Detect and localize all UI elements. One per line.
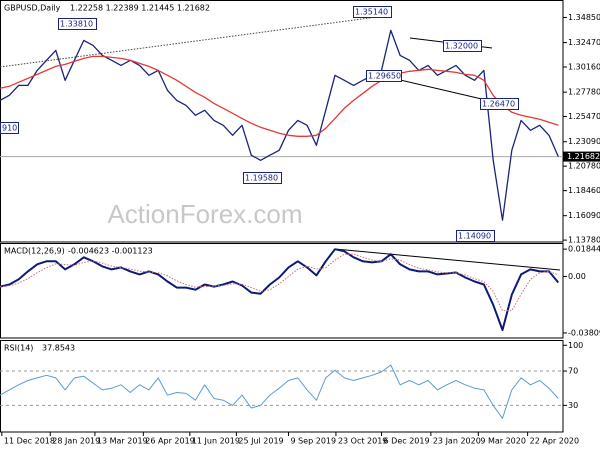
price-panel	[0, 0, 564, 243]
annotation: 1.33810	[60, 20, 93, 29]
x-tick-label: 6 Dec 2019	[384, 437, 430, 446]
annotation: 1.19580	[245, 174, 278, 183]
y-tick-label: 1.23090	[568, 137, 600, 146]
y-tick-label: 0.018442	[568, 245, 600, 254]
annotation: 1.35140	[355, 8, 388, 17]
x-tick-label: 9 Sep 2019	[290, 437, 336, 446]
x-tick-label: 23 Oct 2019	[338, 437, 387, 446]
x-tick-label: 25 Jul 2019	[238, 437, 283, 446]
annotation: 910	[2, 124, 17, 133]
annotation-box	[443, 40, 482, 52]
annotation-box	[366, 70, 402, 82]
x-tick-label: 11 Dec 2018	[4, 437, 55, 446]
y-tick-label: 1.16090	[568, 211, 600, 220]
panel-headers: GBPUSD,Daily 1.22258 1.22389 1.21445 1.2…	[4, 4, 210, 353]
last-price-box	[563, 151, 600, 162]
y-tick-label: 1.32470	[568, 38, 600, 47]
macd-title: MACD(12,26,9)	[4, 247, 65, 256]
rsi-value: 37.8543	[42, 344, 75, 353]
x-tick-label: 26 Apr 2019	[145, 437, 194, 446]
price-title: GBPUSD,Daily	[4, 4, 61, 13]
annotation-box	[0, 122, 19, 134]
rsi-title: RSI(14)	[4, 344, 33, 353]
y-tick-label: 1.18460	[568, 186, 600, 195]
annotation-box	[58, 18, 97, 30]
y-tick-label: 1.13780	[568, 236, 600, 245]
x-tick-label: 22 Apr 2020	[530, 437, 579, 446]
y-tick-label: 0.00	[568, 272, 586, 281]
rsi-panel	[0, 340, 564, 433]
x-tick-label: 11 Jun 2019	[192, 437, 240, 446]
annotation: 1.26470	[482, 100, 515, 109]
price-ohlc: 1.22258 1.22389 1.21445 1.21682	[70, 4, 210, 13]
series-line	[0, 364, 559, 419]
macd-trend-line	[334, 248, 561, 271]
y-tick-label: 1.20780	[568, 162, 600, 171]
y-tick-label: 100	[568, 341, 583, 350]
y-tick-label: 70	[568, 367, 578, 376]
annotation: 1.32000	[445, 42, 478, 51]
macd-values: -0.004623 -0.001123	[68, 247, 153, 256]
series-line	[0, 29, 559, 221]
x-tick-label: 13 Mar 2019	[97, 437, 148, 446]
x-tick-label: 28 Jan 2019	[52, 437, 100, 446]
y-tick-label: 1.34850	[568, 13, 600, 22]
x-tick-label: 9 Mar 2020	[480, 437, 526, 446]
annotation: 1.14090	[458, 232, 491, 241]
x-tick-label: 23 Jan 2020	[433, 437, 481, 446]
macd-panel	[0, 243, 564, 339]
y-tick-label: 1.27780	[568, 88, 600, 97]
annotation: 1.29650	[368, 72, 401, 81]
y-tick-label: -0.038095	[568, 328, 600, 337]
annotation-box	[480, 98, 519, 110]
watermark: ActionForex.com	[107, 199, 302, 229]
annotation-box	[456, 230, 495, 242]
annotation-box	[243, 172, 282, 184]
last-price-label: 1.21682	[567, 152, 600, 161]
series-line	[0, 55, 559, 137]
series-line	[0, 253, 559, 312]
y-tick-label: 1.25470	[568, 112, 600, 121]
y-tick-label: 30	[568, 401, 578, 410]
y-tick-label: 1.30160	[568, 62, 600, 71]
annotation-box	[353, 6, 392, 18]
